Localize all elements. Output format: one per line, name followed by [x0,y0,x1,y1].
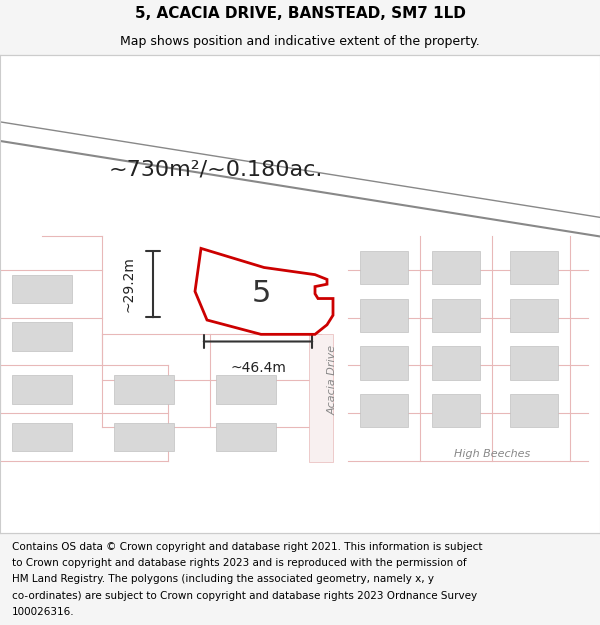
Text: 100026316.: 100026316. [12,607,74,617]
Bar [216,422,276,451]
Bar [432,346,480,380]
Bar [12,274,72,303]
Text: ~730m²/~0.180ac.: ~730m²/~0.180ac. [109,159,323,179]
Text: to Crown copyright and database rights 2023 and is reproduced with the permissio: to Crown copyright and database rights 2… [12,558,467,568]
Text: HM Land Registry. The polygons (including the associated geometry, namely x, y: HM Land Registry. The polygons (includin… [12,574,434,584]
Bar [12,322,72,351]
Bar [114,375,174,404]
Bar [360,299,408,332]
Bar [227,276,295,319]
Bar [216,375,276,404]
Bar [432,251,480,284]
Bar [360,251,408,284]
Text: Contains OS data © Crown copyright and database right 2021. This information is : Contains OS data © Crown copyright and d… [12,542,482,552]
Bar [309,334,333,462]
Text: 5, ACACIA DRIVE, BANSTEAD, SM7 1LD: 5, ACACIA DRIVE, BANSTEAD, SM7 1LD [134,6,466,21]
Text: ~46.4m: ~46.4m [230,361,286,374]
Bar [12,422,72,451]
Polygon shape [195,248,333,334]
Bar [114,422,174,451]
Bar [510,346,558,380]
Bar [510,394,558,428]
Bar [432,299,480,332]
Text: Acacia Drive: Acacia Drive [328,344,338,415]
Text: High Beeches: High Beeches [454,449,530,459]
Text: co-ordinates) are subject to Crown copyright and database rights 2023 Ordnance S: co-ordinates) are subject to Crown copyr… [12,591,477,601]
Bar [360,346,408,380]
Text: ~29.2m: ~29.2m [121,256,135,312]
Bar [510,251,558,284]
Bar [360,394,408,428]
Bar [432,394,480,428]
Text: 5: 5 [251,279,271,308]
Text: Map shows position and indicative extent of the property.: Map shows position and indicative extent… [120,35,480,48]
Bar [510,299,558,332]
Bar [12,375,72,404]
